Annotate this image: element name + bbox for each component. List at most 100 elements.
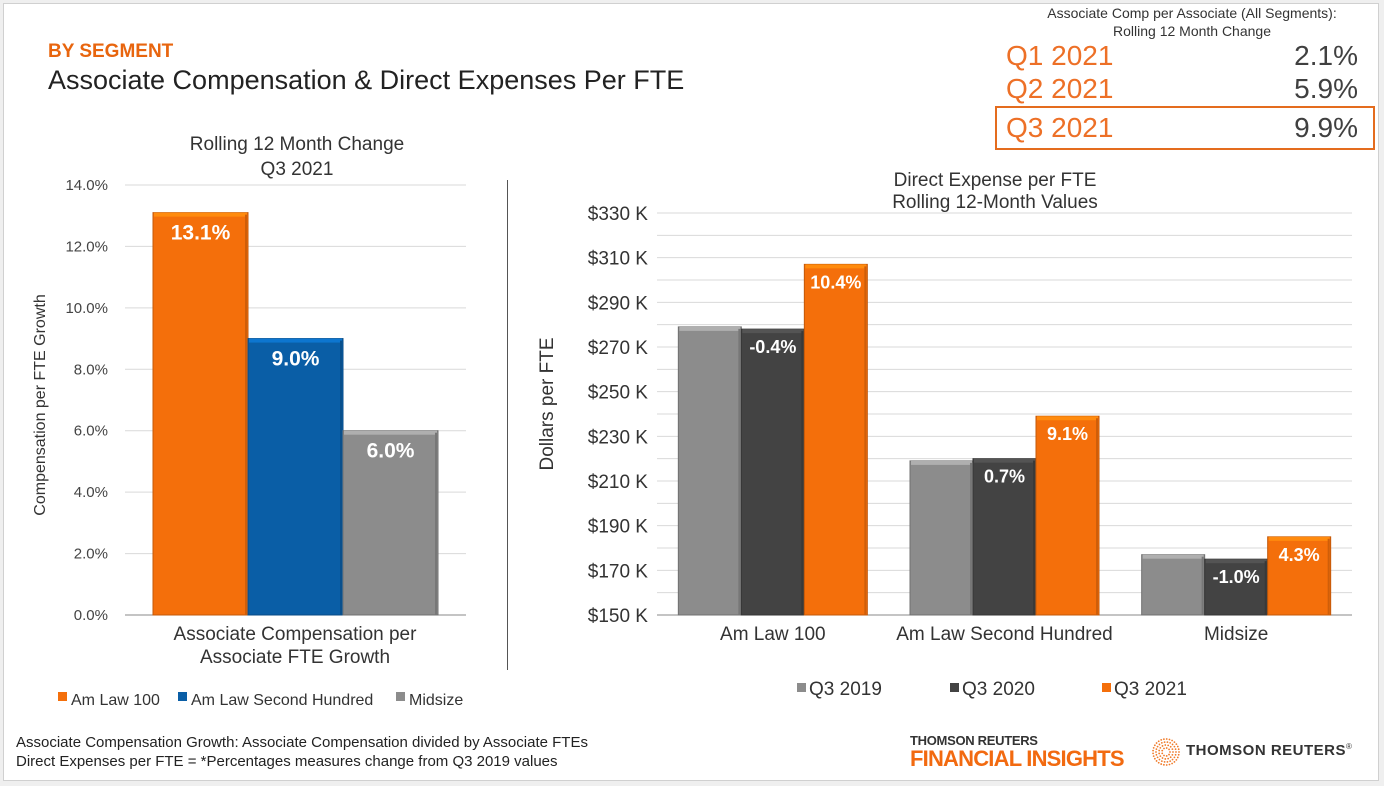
bar-body (1141, 554, 1206, 616)
bar-bevel-side (340, 340, 342, 615)
kpi-quarter: Q2 2021 (1006, 73, 1114, 104)
bar-bevel-side (864, 266, 867, 615)
logo-dot (1176, 756, 1179, 759)
data-label: 10.4% (810, 272, 861, 292)
kpi-row-q1: Q1 2021 2.1% (1000, 40, 1370, 80)
logo-dot (1165, 738, 1168, 740)
kpi-quarter: Q1 2021 (1006, 40, 1114, 71)
bar-bevel-side (1033, 460, 1035, 615)
direct-expense-chart: Direct Expense per FTE Rolling 12-Month … (537, 170, 1352, 700)
x-tick-label: Midsize (1204, 624, 1268, 645)
logo-dot (1164, 758, 1167, 760)
kpi-quarter: Q3 2021 (1006, 112, 1114, 143)
data-label: 13.1% (171, 222, 231, 245)
logo-dot (1162, 738, 1165, 741)
logo-dot (1173, 756, 1176, 759)
y-tick-label: 4.0% (74, 484, 108, 501)
data-label: -0.4% (749, 337, 796, 357)
logo-dot (1169, 756, 1172, 759)
logo-dot (1174, 748, 1177, 751)
logo-dot (1177, 753, 1180, 756)
logo-dot (1158, 749, 1161, 752)
logo-dot (1160, 742, 1163, 744)
data-label: 9.1% (1047, 424, 1088, 444)
bar-body (247, 338, 344, 616)
logo-dot (1158, 743, 1161, 746)
logo-dot (1162, 763, 1165, 766)
bar-bevel-top (805, 264, 867, 269)
logo-dot (1152, 746, 1155, 749)
legend-label: Midsize (409, 692, 463, 709)
logo-dot (1168, 753, 1170, 756)
kpi-heading-line1: Associate Comp per Associate (All Segmen… (1047, 5, 1337, 21)
bar (342, 430, 439, 616)
logo-dot (1160, 739, 1163, 741)
logo-dot (1169, 745, 1172, 748)
bar-body (909, 460, 974, 616)
y-tick-label: 2.0% (74, 546, 108, 563)
bar-bevel-side (1201, 556, 1204, 615)
logo-dot (1169, 751, 1171, 753)
legend-swatch (58, 692, 67, 701)
bar-bevel-top (154, 212, 247, 217)
bar (1204, 558, 1269, 616)
bar-bevel-side (1264, 561, 1267, 615)
logo-dot (1155, 760, 1158, 762)
logo-dot (1171, 748, 1174, 751)
logo-dot (1160, 760, 1163, 762)
logo-dot (1159, 746, 1162, 749)
logo-dot (1152, 752, 1154, 755)
logo-dot (1155, 748, 1158, 751)
logo-dot (1157, 740, 1160, 743)
data-label: 6.0% (367, 440, 415, 463)
bar-body (740, 328, 805, 616)
logo-dot (1158, 752, 1161, 755)
logo-dot (1161, 752, 1164, 755)
legend-swatch (950, 683, 959, 692)
logo-dot (1168, 748, 1170, 751)
kpi-value: 5.9% (1294, 73, 1358, 104)
logo-dot (1171, 762, 1173, 765)
financial-insights-logo-top: THOMSON REUTERS (910, 733, 1038, 748)
legend-swatch (797, 683, 806, 692)
y-tick-label: $150 K (588, 606, 649, 627)
kpi-highlight-box (995, 106, 1375, 150)
y-tick-label: 10.0% (65, 300, 108, 317)
x-category-line2: Associate FTE Growth (200, 647, 390, 668)
logo-dot (1161, 749, 1164, 752)
kpi-heading: Associate Comp per Associate (All Segmen… (1012, 4, 1372, 40)
bar-bevel-side (435, 432, 437, 615)
y-tick-label: $330 K (588, 204, 649, 225)
kpi-value: 9.9% (1294, 112, 1358, 143)
logo-dot (1171, 743, 1174, 746)
bar-bevel-top (1037, 416, 1098, 421)
x-category-line1: Associate Compensation per (174, 624, 418, 645)
logo-dot (1171, 753, 1174, 756)
y-tick-label: $210 K (588, 472, 649, 493)
logo-dot (1157, 761, 1160, 764)
bar (247, 338, 344, 616)
chart-divider (507, 180, 508, 670)
kpi-row-q3: Q3 2021 9.9% (1000, 112, 1370, 152)
logo-dot (1156, 745, 1159, 748)
thomson-reuters-dots-icon (1152, 738, 1180, 766)
logo-dot (1175, 758, 1178, 761)
legend-swatch (396, 692, 405, 701)
bar (972, 458, 1037, 616)
data-label: 0.7% (984, 467, 1025, 487)
bar-bevel-top (974, 458, 1035, 463)
logo-dot (1163, 760, 1166, 763)
bar (677, 326, 742, 616)
logo-dot (1172, 751, 1174, 753)
bar-bevel-side (245, 214, 247, 615)
logo-dot (1166, 741, 1169, 744)
y-axis-label: Compensation per FTE Growth (32, 294, 49, 515)
y-tick-label: 6.0% (74, 423, 108, 440)
bar (1141, 554, 1206, 616)
bar (909, 460, 974, 616)
chart-title-line1: Rolling 12 Month Change (190, 134, 404, 155)
bar (803, 263, 868, 616)
bar-body (972, 458, 1037, 616)
bar-bevel-top (1142, 554, 1204, 559)
bar-bevel-side (738, 328, 741, 615)
